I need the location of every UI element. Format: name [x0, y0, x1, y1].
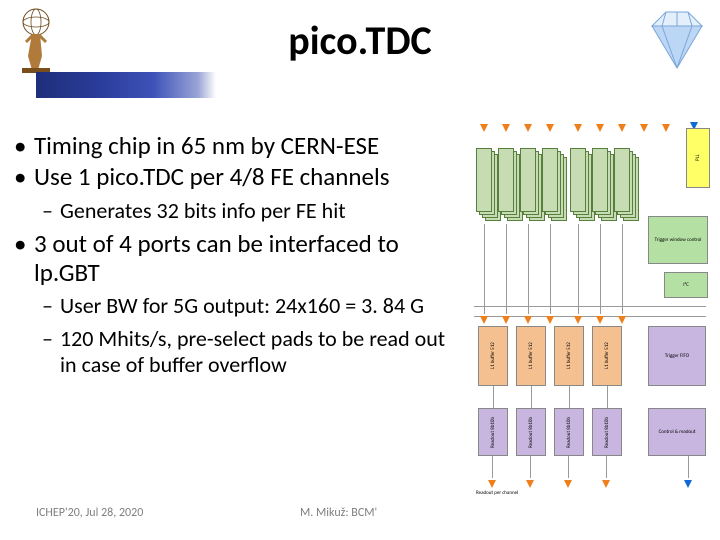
title-underline	[36, 72, 216, 98]
bullet-level1: Use 1 pico.TDC per 4/8 FE channels	[14, 163, 462, 192]
bullet-level1: 3 out of 4 ports can be interfaced to lp…	[14, 230, 462, 288]
bullet-list: Timing chip in 65 nm by CERN-ESEUse 1 pi…	[14, 130, 462, 385]
bullet-level2: User BW for 5G output: 24x160 = 3. 84 G	[14, 293, 462, 319]
footer-center: M. Mikuž: BCM'	[300, 506, 377, 520]
atlas-logo	[8, 6, 64, 74]
bullet-level2: Generates 32 bits info per FE hit	[14, 198, 462, 224]
bullet-level1: Timing chip in 65 nm by CERN-ESE	[14, 132, 462, 161]
bullet-level2: 120 Mhits/s, pre-select pads to be read …	[14, 326, 462, 379]
diamond-logo	[642, 8, 712, 72]
slide-title: pico.TDC	[0, 16, 720, 65]
footer-left: ICHEP'20, Jul 28, 2020	[36, 506, 143, 520]
block-diagram: PLLTrigger window controlI²CL1 buffer 51…	[468, 120, 714, 502]
